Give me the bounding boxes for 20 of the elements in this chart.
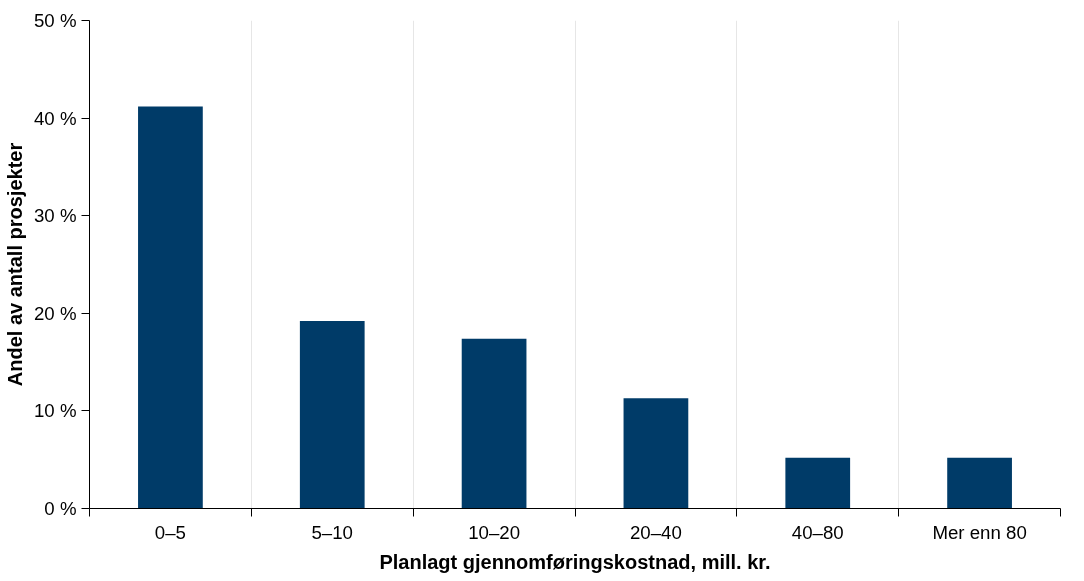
bar <box>138 106 203 509</box>
y-tick-label: 30 % <box>33 205 77 227</box>
y-axis-title: Andel av antall prosjekter <box>3 142 26 387</box>
y-tick-label: 20 % <box>33 302 77 324</box>
bar <box>623 398 689 509</box>
bar <box>461 338 527 509</box>
x-tick-label: 40–80 <box>791 521 844 543</box>
bar <box>299 321 365 509</box>
bar <box>947 457 1012 509</box>
x-tick-label: Mer enn 80 <box>932 521 1027 543</box>
y-tick-label: 50 % <box>33 10 77 31</box>
x-tick-label: 5–10 <box>311 521 354 543</box>
x-axis-title: Planlagt gjennomføringskostnad, mill. kr. <box>379 550 771 573</box>
y-tick-label: 40 % <box>33 107 77 129</box>
y-tick-label: 0 % <box>44 498 77 519</box>
x-tick-label: 10–20 <box>468 521 521 543</box>
x-tick-label: 0–5 <box>154 521 186 543</box>
x-tick-label: 20–40 <box>629 521 682 543</box>
y-tick-label: 10 % <box>33 400 77 422</box>
bar <box>785 457 851 509</box>
